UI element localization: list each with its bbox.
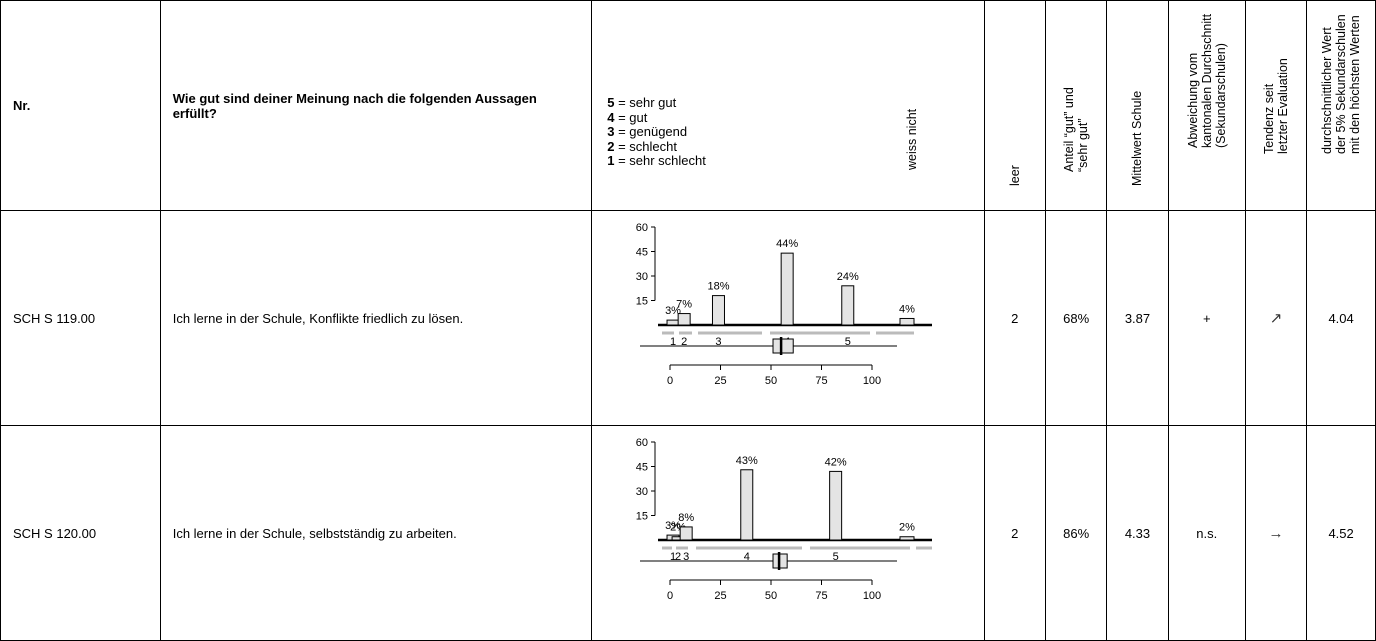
row-abweichung: + [1167, 210, 1246, 426]
header-leer: leer [983, 0, 1046, 211]
y-tick-label: 60 [636, 437, 648, 449]
header-anteil: Anteil “gut” und “sehr gut” [1044, 0, 1108, 211]
table-row: SCH S 120.00 Ich lerne in der Schule, se… [0, 425, 1376, 641]
header-abweichung: Abweichung vom kantonalen Durchschnitt (… [1167, 0, 1246, 211]
bar [740, 469, 754, 541]
trend-arrow-icon: ↗ [1244, 210, 1308, 426]
row-mittelwert: 4.33 [1106, 425, 1169, 641]
bar-label: 42% [825, 456, 847, 468]
bar-label: 3% [665, 305, 681, 317]
header-nr: Nr. [0, 0, 161, 211]
y-tick-label: 15 [636, 511, 648, 523]
row-top5: 4.52 [1306, 425, 1376, 641]
row-leer: 2 [983, 210, 1046, 426]
bar-label: 3% [665, 520, 681, 532]
x-tick-label: 100 [863, 590, 881, 602]
row-statement: Ich lerne in der Schule, selbstständig z… [159, 425, 593, 641]
chart-cell: 60 45 30 15 3% 1 2% 2 8% 3 43% 4 42% 5 2% 0 25 50 75 100 [591, 425, 985, 641]
row-anteil: 86% [1044, 425, 1108, 641]
category-label: 5 [833, 551, 839, 563]
bar-label: 2% [899, 522, 915, 534]
header-tendenz: Tendenz seit letzter Evaluation [1244, 0, 1308, 211]
scale-legend: 5 = sehr gut 4 = gut 3 = genügend 2 = sc… [607, 95, 706, 169]
header-durchschnitt: durchschnittlicher Wert der 5% Sekundars… [1306, 0, 1376, 211]
x-tick-label: 75 [816, 375, 828, 387]
row-leer: 2 [983, 425, 1046, 641]
header-question: Wie gut sind deiner Meinung nach die fol… [159, 0, 593, 211]
category-label: 1 [670, 551, 676, 563]
x-tick-label: 50 [765, 375, 777, 387]
header-scale: 5 = sehr gut 4 = gut 3 = genügend 2 = sc… [591, 0, 985, 211]
row-nr: SCH S 120.00 [0, 425, 161, 641]
category-label: 5 [845, 336, 851, 348]
table-row: SCH S 119.00 Ich lerne in der Schule, Ko… [0, 210, 1376, 426]
category-label: 3 [683, 551, 689, 563]
bar [666, 319, 680, 326]
bar [712, 295, 726, 326]
y-tick-label: 15 [636, 296, 648, 308]
bar-label: 8% [678, 512, 694, 524]
bar-label: 24% [837, 271, 859, 283]
x-tick-label: 25 [715, 375, 727, 387]
bar [829, 470, 843, 541]
y-tick-label: 30 [636, 271, 648, 283]
row-mittelwert: 3.87 [1106, 210, 1169, 426]
header-weiss-nicht: weiss nicht [905, 108, 920, 170]
row-anteil: 68% [1044, 210, 1108, 426]
scale-5: 5 = sehr gut [607, 95, 677, 110]
category-label: 2 [675, 551, 681, 563]
category-label: 4 [744, 551, 750, 563]
x-tick-label: 50 [765, 590, 777, 602]
boxplot-box [772, 338, 794, 354]
row-statement: Ich lerne in der Schule, Konflikte fried… [159, 210, 593, 426]
bar-label: 7% [676, 299, 692, 311]
category-label: 1 [670, 336, 676, 348]
bar-label: 44% [776, 238, 798, 250]
category-label: 3 [716, 336, 722, 348]
bar-weiss-nicht [899, 317, 915, 326]
header-mittelwert: Mittelwert Schule [1106, 0, 1169, 211]
bar [679, 526, 693, 541]
bar-weiss-nicht [899, 536, 915, 541]
scale-2: 2 = schlecht [607, 138, 677, 154]
bar-label: 4% [899, 303, 915, 315]
y-tick-label: 45 [636, 462, 648, 474]
bar [780, 252, 794, 326]
row-abweichung: n.s. [1167, 425, 1246, 641]
row-nr: SCH S 119.00 [0, 210, 161, 426]
bar [677, 313, 691, 326]
bar-label: 43% [736, 455, 758, 467]
trend-arrow-icon: → [1244, 425, 1308, 641]
bar [841, 285, 855, 326]
y-tick-label: 30 [636, 486, 648, 498]
x-tick-label: 25 [715, 590, 727, 602]
y-tick-label: 45 [636, 247, 648, 259]
x-tick-label: 100 [863, 375, 881, 387]
y-tick-label: 60 [636, 222, 648, 234]
x-tick-label: 75 [816, 590, 828, 602]
scale-1: 1 = sehr schlecht [607, 153, 706, 168]
bar-label: 18% [708, 281, 730, 293]
scale-4: 4 = gut [607, 109, 648, 125]
row-top5: 4.04 [1306, 210, 1376, 426]
x-tick-label: 0 [667, 375, 673, 387]
x-tick-label: 0 [667, 590, 673, 602]
scale-3: 3 = genügend [607, 124, 688, 139]
category-label: 2 [681, 336, 687, 348]
